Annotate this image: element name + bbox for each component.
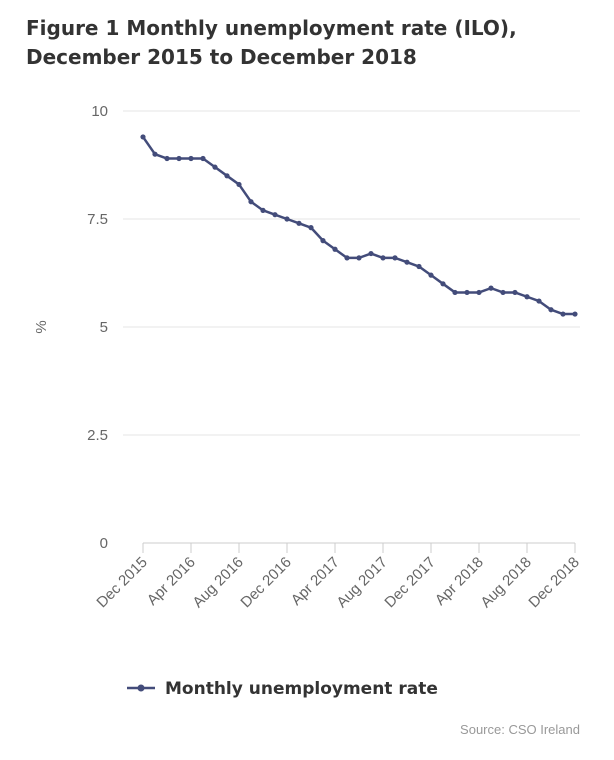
data-point[interactable]	[500, 289, 506, 296]
data-point[interactable]	[212, 164, 218, 170]
legend-marker-symbol	[137, 684, 145, 692]
data-point[interactable]	[188, 155, 194, 162]
data-point[interactable]	[380, 255, 386, 261]
x-tick-label: Aug 2018	[477, 554, 534, 611]
chart-title: Figure 1 Monthly unemployment rate (ILO)…	[26, 16, 517, 69]
data-point[interactable]	[368, 250, 374, 257]
data-point[interactable]	[464, 289, 470, 296]
y-tick-label: 7.5	[87, 211, 108, 228]
y-axis-label: %	[33, 320, 50, 333]
x-tick-label: Dec 2018	[525, 554, 582, 611]
data-point[interactable]	[572, 311, 578, 317]
data-point[interactable]	[236, 181, 242, 188]
data-point[interactable]	[416, 263, 422, 270]
data-point[interactable]	[320, 238, 326, 244]
data-point[interactable]	[536, 298, 542, 304]
x-tick-label: Aug 2017	[333, 554, 390, 611]
source-credit[interactable]: Source: CSO Ireland	[460, 722, 580, 737]
y-tick-label: 5	[100, 319, 108, 336]
legend-label: Monthly unemployment rate	[165, 679, 438, 699]
series-line	[141, 136, 575, 316]
data-point[interactable]	[200, 155, 206, 162]
data-point[interactable]	[548, 307, 554, 313]
data-point[interactable]	[452, 289, 458, 296]
series-monthly-unemployment-rate	[140, 134, 578, 317]
x-tick-label: Dec 2016	[237, 554, 294, 611]
data-point[interactable]	[404, 259, 410, 265]
data-point[interactable]	[296, 220, 302, 226]
data-point[interactable]	[344, 255, 350, 261]
data-point[interactable]	[476, 289, 482, 296]
y-tick-label: 10	[91, 103, 108, 120]
data-point[interactable]	[524, 294, 530, 300]
data-point[interactable]	[248, 199, 254, 205]
y-tick-label: 2.5	[87, 427, 108, 444]
x-tick-label: Dec 2015	[93, 554, 150, 611]
x-tick-label: Dec 2017	[381, 554, 438, 611]
data-point[interactable]	[332, 246, 338, 252]
data-point[interactable]	[512, 289, 518, 296]
data-point[interactable]	[140, 134, 146, 140]
data-point[interactable]	[272, 212, 278, 218]
data-point[interactable]	[260, 207, 266, 213]
legend[interactable]: Monthly unemployment rate	[127, 679, 438, 699]
data-point[interactable]	[176, 155, 182, 162]
data-point[interactable]	[164, 155, 170, 162]
data-point[interactable]	[308, 225, 314, 231]
data-point[interactable]	[440, 281, 446, 287]
data-point[interactable]	[392, 255, 398, 261]
data-point[interactable]	[560, 311, 566, 317]
data-point[interactable]	[428, 272, 434, 278]
gridlines	[123, 110, 580, 436]
y-axis-ticks: 0 2.5 5 7.5 10	[87, 103, 108, 552]
data-point[interactable]	[356, 255, 362, 261]
data-point[interactable]	[284, 216, 290, 222]
data-point[interactable]	[488, 285, 494, 291]
data-point[interactable]	[224, 173, 230, 179]
data-point[interactable]	[152, 151, 158, 157]
x-tick-label: Aug 2016	[189, 554, 246, 611]
y-tick-label: 0	[100, 535, 108, 552]
